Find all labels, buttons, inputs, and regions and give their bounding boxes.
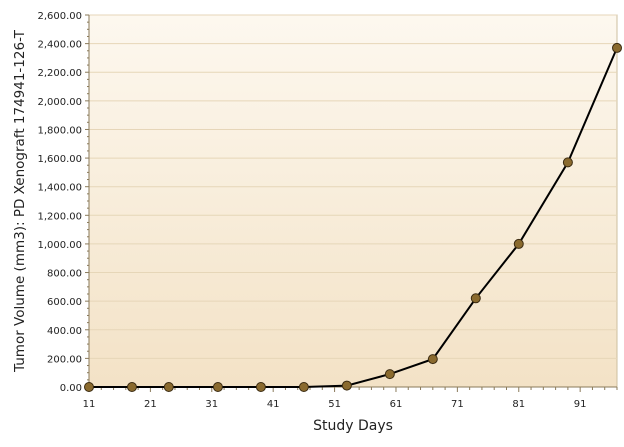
x-tick-label: 21 <box>144 399 157 410</box>
data-point <box>341 380 352 391</box>
data-point <box>212 382 223 392</box>
y-tick-label: 2,400.00 <box>37 40 82 51</box>
x-tick-label: 71 <box>451 399 464 410</box>
y-tick-label: 2,000.00 <box>37 97 82 108</box>
y-tick-label: 2,200.00 <box>37 68 82 79</box>
y-tick-label: 400.00 <box>47 326 82 337</box>
y-tick-label: 1,200.00 <box>37 211 82 222</box>
data-point <box>513 238 524 249</box>
y-tick-label: 1,600.00 <box>37 154 82 165</box>
y-axis-ticks: 0.00 200.00 400.00 600.00 800.00 1,000.00 1,20… <box>37 11 89 394</box>
data-point <box>562 157 573 168</box>
x-tick-label: 51 <box>328 399 341 410</box>
y-axis-title: Tumor Volume (mm3): PD Xenograft 174941-… <box>12 29 28 373</box>
data-point <box>126 382 137 392</box>
data-point <box>470 293 481 304</box>
x-tick-label: 61 <box>390 399 403 410</box>
data-point <box>298 382 309 392</box>
gridlines <box>89 14 617 359</box>
data-point <box>427 354 438 365</box>
data-point <box>163 382 174 392</box>
y-tick-label: 1,800.00 <box>37 125 82 136</box>
y-tick-label: 600.00 <box>47 297 82 308</box>
x-tick-label: 41 <box>267 399 280 410</box>
x-axis-ticks: 11 21 31 41 51 61 71 81 91 <box>83 387 618 410</box>
data-points <box>84 42 622 392</box>
x-axis-title: Study Days <box>313 418 393 434</box>
data-point <box>612 42 622 53</box>
x-tick-label: 31 <box>205 399 218 410</box>
y-tick-label: 2,600.00 <box>37 11 82 22</box>
plot-area <box>88 14 618 388</box>
y-tick-label: 1,400.00 <box>37 183 82 194</box>
y-tick-label: 200.00 <box>47 354 82 365</box>
x-tick-label: 11 <box>83 399 96 410</box>
x-tick-label: 81 <box>512 399 525 410</box>
data-point <box>84 382 94 392</box>
y-tick-label: 1,000.00 <box>37 240 82 251</box>
data-point <box>384 369 395 380</box>
y-tick-label: 0.00 <box>60 383 82 394</box>
y-tick-label: 800.00 <box>47 269 82 280</box>
data-point <box>255 382 266 392</box>
x-tick-label: 91 <box>574 399 587 410</box>
